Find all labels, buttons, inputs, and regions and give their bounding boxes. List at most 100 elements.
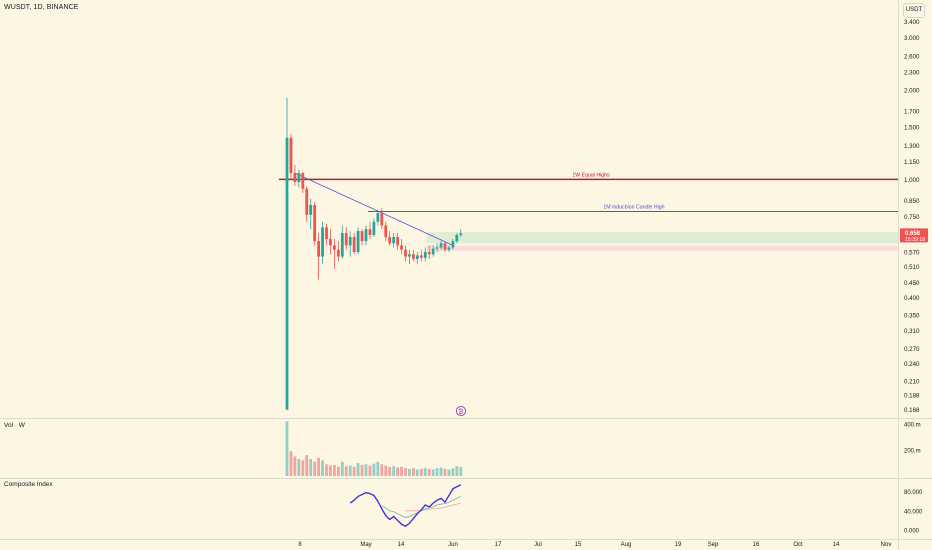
time-tick-label: Jul xyxy=(534,542,542,548)
price-tick-label: 0.210 xyxy=(904,378,920,385)
price-tick-label: 3.000 xyxy=(904,35,920,42)
candle-body xyxy=(360,231,364,242)
price-tick-label: 0.168 xyxy=(904,407,920,414)
price-tick-label: 1.000 xyxy=(904,177,920,184)
candle-body xyxy=(340,233,344,257)
candle-body xyxy=(400,245,403,250)
time-tick-label: 15 xyxy=(575,542,582,548)
volume-bar xyxy=(301,460,305,476)
volume-bar xyxy=(333,464,336,476)
candle-body xyxy=(325,227,328,240)
candle-body xyxy=(313,205,317,242)
candle-body xyxy=(435,247,439,249)
candle-body xyxy=(321,227,324,257)
volume-bar xyxy=(380,464,384,476)
volume-bar xyxy=(419,468,423,476)
price-tick-label: 1.500 xyxy=(904,125,920,132)
volume-bar xyxy=(344,466,348,476)
volume-bar xyxy=(297,459,301,476)
volume-bar xyxy=(289,451,293,476)
volume-bar xyxy=(427,468,431,476)
last-price-badge xyxy=(900,228,928,243)
time-tick-label: 14 xyxy=(398,542,405,548)
composite-pane-label[interactable]: Composite Index xyxy=(4,481,53,488)
candle-body xyxy=(431,248,435,255)
composite-tick-label: 40.000 xyxy=(904,509,923,515)
volume-bar xyxy=(340,461,344,476)
time-tick-label: Jun xyxy=(448,542,458,548)
candle-body xyxy=(372,221,376,236)
price-tick-label: 0.850 xyxy=(904,198,920,205)
volume-bar xyxy=(415,469,419,476)
volume-bar xyxy=(392,466,396,476)
volume-bar xyxy=(443,468,447,476)
candle-body xyxy=(380,213,384,226)
price-tick-label: 0.450 xyxy=(904,280,920,287)
volume-bar xyxy=(455,466,459,476)
price-tick-label: 1.150 xyxy=(904,159,920,166)
candle-body xyxy=(329,239,332,246)
event-marker-icon: ₿ xyxy=(459,408,464,416)
candle-body xyxy=(309,205,313,215)
volume-bar xyxy=(384,465,388,476)
volume-pane-label[interactable]: Vol · W xyxy=(4,422,25,429)
candle-body xyxy=(352,237,356,252)
price-tick-label: 0.400 xyxy=(904,295,920,302)
candle-body xyxy=(305,188,309,215)
time-tick-label: Nov xyxy=(881,542,892,548)
candle-body xyxy=(427,251,431,255)
candle-body xyxy=(419,255,423,258)
candle-body xyxy=(396,237,399,246)
last-price-value: 0.658 xyxy=(905,231,921,237)
volume-bar xyxy=(356,462,360,476)
candle-body xyxy=(439,243,443,248)
candle-body xyxy=(348,237,352,246)
volume-bar xyxy=(364,464,368,476)
price-tick-label: 0.240 xyxy=(904,361,920,368)
volume-tick-label: 200.m xyxy=(904,448,921,454)
volume-bar xyxy=(439,467,443,476)
composite-fast-ma xyxy=(381,496,461,518)
trend-line xyxy=(294,172,454,246)
candle-body xyxy=(301,173,305,189)
price-zone xyxy=(427,232,898,244)
level-label: 1W Equal Highs xyxy=(572,172,610,178)
candle-body xyxy=(384,225,388,238)
price-tick-label: 0.350 xyxy=(904,312,920,319)
candle-body xyxy=(459,233,463,236)
volume-bar xyxy=(348,465,352,476)
event-marker xyxy=(455,405,467,417)
volume-bar xyxy=(321,460,324,476)
price-tick-label: 2.600 xyxy=(904,54,920,61)
candle-body xyxy=(364,229,368,242)
candle-body xyxy=(404,249,407,257)
candle-body xyxy=(455,235,459,242)
time-tick-label: Aug xyxy=(621,542,632,548)
candle-body xyxy=(443,243,447,250)
volume-bar xyxy=(435,468,439,476)
volume-bar xyxy=(423,468,427,476)
volume-bar xyxy=(459,466,463,476)
volume-bar xyxy=(305,455,309,476)
volume-bar xyxy=(329,465,332,476)
candle-body xyxy=(423,251,427,258)
price-tick-label: 0.270 xyxy=(904,346,920,353)
price-tick-label: 1.300 xyxy=(904,143,920,150)
price-tick-label: 0.510 xyxy=(904,264,920,271)
time-tick-label: Sep xyxy=(708,542,719,548)
volume-bar xyxy=(325,464,328,476)
candle-body xyxy=(285,137,289,410)
time-tick-label: May xyxy=(360,542,371,548)
candle-body xyxy=(297,173,301,182)
volume-bar xyxy=(412,468,415,476)
candle-body xyxy=(376,213,380,222)
price-tick-label: 3.400 xyxy=(904,19,920,26)
volume-bar xyxy=(336,466,340,476)
composite-slow-ma xyxy=(405,502,461,512)
symbol-title[interactable]: WUSDT, 1D, BINANCE xyxy=(4,4,79,11)
currency-button[interactable]: USDT xyxy=(903,3,925,18)
volume-bar xyxy=(285,421,289,476)
price-tick-label: 0.310 xyxy=(904,328,920,335)
